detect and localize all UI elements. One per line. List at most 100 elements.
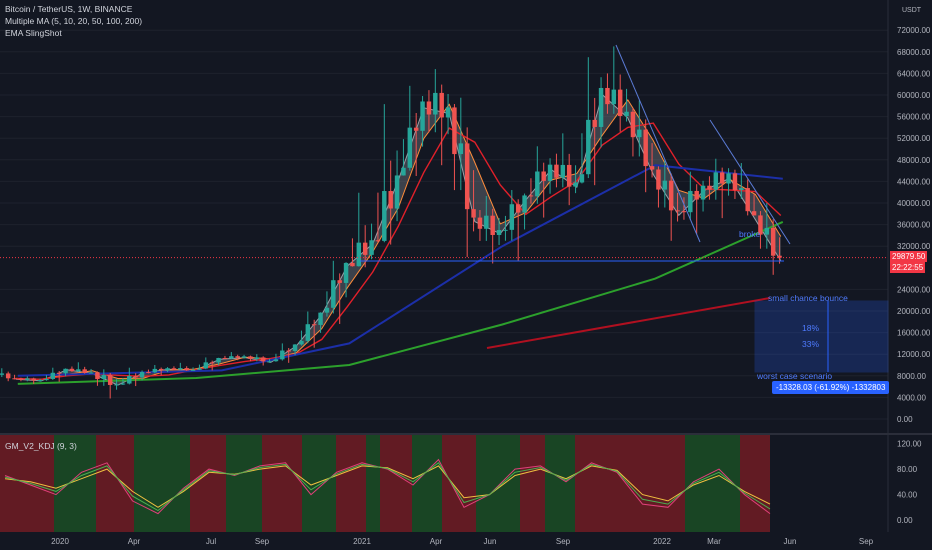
- zone-2: [96, 435, 134, 532]
- price-tick-15: 8000.00: [897, 372, 926, 381]
- candle-body-29: [178, 368, 183, 370]
- candle-body-52: [324, 307, 330, 313]
- time-tick-6: Jun: [484, 537, 497, 546]
- time-tick-5: Apr: [430, 537, 443, 546]
- candle-body-53: [331, 280, 336, 308]
- time-tick-1: Apr: [128, 537, 141, 546]
- candle-body-122: [770, 227, 776, 256]
- candle-body-67: [420, 101, 425, 131]
- candle-body-47: [292, 344, 298, 351]
- candle-body-5: [25, 378, 30, 380]
- symbol-title: Bitcoin / TetherUS, 1W, BINANCE: [5, 4, 133, 14]
- candle-body-9: [50, 372, 56, 379]
- candle-body-21: [127, 376, 132, 384]
- zone-3: [134, 435, 190, 532]
- ma-200-line: [17, 220, 784, 385]
- ma-legend: Multiple MA (5, 10, 20, 50, 100, 200): [5, 16, 143, 26]
- candle-body-74: [464, 143, 470, 210]
- candle-body-43: [267, 361, 272, 363]
- pct-18-label: 18%: [802, 323, 820, 333]
- indicator-legend: GM_V2_KDJ (9, 3): [5, 441, 77, 451]
- candle-body-103: [649, 166, 655, 170]
- candle-body-62: [388, 191, 393, 209]
- zone-7: [302, 435, 336, 532]
- candle-body-35: [216, 357, 221, 363]
- price-tick-17: 0.00: [897, 415, 913, 424]
- candle-body-109: [688, 190, 693, 213]
- candle-body-119: [751, 211, 757, 216]
- candle-body-11: [63, 368, 68, 374]
- candle-body-105: [662, 180, 668, 190]
- candle-body-101: [637, 129, 642, 138]
- zone-13: [476, 435, 520, 532]
- candle-body-17: [101, 375, 107, 380]
- candle-body-102: [643, 129, 648, 167]
- time-tick-10: Jun: [784, 537, 797, 546]
- candle-body-18: [107, 375, 113, 385]
- price-tick-0: 72000.00: [897, 26, 931, 35]
- candle-body-12: [69, 368, 75, 372]
- ema-legend: EMA SlingShot: [5, 28, 62, 38]
- candle-body-72: [452, 107, 457, 155]
- candle-body-83: [522, 195, 527, 213]
- candle-body-1: [0, 373, 5, 375]
- kdj-j-line: [4, 462, 771, 512]
- price-tick-10: 32000.00: [897, 242, 931, 251]
- measure-label: -13328.03 (-61.92%) -1332803: [772, 381, 890, 394]
- candle-body-38: [235, 356, 240, 358]
- candle-body-56: [350, 262, 355, 267]
- candle-body-24: [146, 372, 151, 374]
- candle-body-8: [44, 378, 49, 381]
- trendline-1: [615, 44, 701, 243]
- bounce-label: small chance bounce: [768, 293, 848, 303]
- candle-body-85: [535, 171, 540, 197]
- candle-body-23: [139, 372, 145, 378]
- candle-body-90: [566, 164, 572, 187]
- candle-body-69: [433, 92, 438, 115]
- candle-body-55: [343, 262, 349, 283]
- candle-body-115: [726, 173, 731, 184]
- zone-10: [380, 435, 412, 532]
- candle-body-20: [120, 383, 126, 385]
- price-tick-16: 4000.00: [897, 393, 926, 402]
- candle-body-120: [758, 215, 763, 235]
- candle-body-42: [260, 357, 266, 362]
- candlesticks: [0, 46, 782, 399]
- candle-body-44: [273, 359, 279, 362]
- zone-12: [442, 435, 476, 532]
- zone-16: [575, 435, 620, 532]
- ema-slingshot-line: [486, 297, 771, 349]
- candle-body-45: [280, 350, 285, 360]
- zone-9: [366, 435, 380, 532]
- kdj-k-line: [4, 458, 771, 515]
- candle-body-99: [624, 111, 629, 117]
- candle-body-49: [305, 324, 311, 341]
- candle-body-68: [426, 101, 432, 115]
- price-tick-4: 56000.00: [897, 113, 931, 122]
- candle-body-75: [471, 209, 476, 218]
- time-tick-0: 2020: [51, 537, 69, 546]
- candle-body-22: [133, 376, 138, 378]
- candle-body-51: [318, 312, 323, 325]
- candle-body-98: [617, 89, 623, 117]
- ma-100-line: [17, 164, 783, 377]
- zone-1: [54, 435, 96, 532]
- candle-body-34: [209, 362, 215, 364]
- kdj-d-line: [4, 465, 771, 508]
- time-tick-9: Mar: [707, 537, 721, 546]
- candle-body-104: [656, 169, 661, 190]
- candle-body-86: [541, 171, 546, 181]
- candle-body-107: [675, 210, 680, 212]
- trendline-2: [709, 119, 791, 245]
- candle-body-15: [88, 372, 94, 374]
- candle-body-30: [184, 368, 189, 371]
- zone-6: [262, 435, 302, 532]
- zone-11: [412, 435, 442, 532]
- time-tick-7: Sep: [556, 537, 571, 546]
- ind-tick-2: 40.00: [897, 491, 918, 500]
- zone-5: [226, 435, 262, 532]
- candle-body-100: [630, 111, 636, 138]
- zone-15: [545, 435, 575, 532]
- drawings: [0, 44, 889, 373]
- candle-body-77: [484, 215, 489, 229]
